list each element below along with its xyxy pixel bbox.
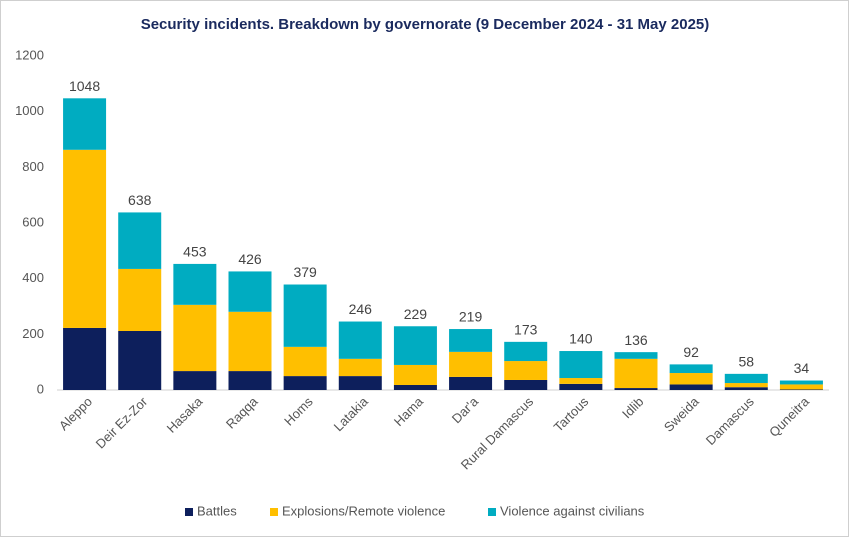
chart-title: Security incidents. Breakdown by governo… [141,16,710,33]
y-tick-label: 600 [22,214,44,229]
legend-label: Battles [197,503,237,518]
bar-segment [338,376,382,390]
bar-segment [63,149,107,328]
legend-swatch [270,508,278,516]
bar-segment [614,388,658,390]
y-tick-label: 0 [37,381,44,396]
bar-segment [724,387,768,390]
bar-segment [449,329,493,352]
y-tick-label: 1200 [15,47,44,62]
legend-swatch [488,508,496,516]
bar-segment [173,263,217,305]
total-label: 140 [569,331,593,347]
bar-segment [614,358,658,389]
bar-segment [779,384,823,390]
bar-segment [559,351,603,379]
bar-segment [338,358,382,377]
bar-segment [504,379,548,390]
legend-swatch [185,508,193,516]
total-label: 58 [738,354,754,370]
bar-segment [173,371,217,390]
bar-segment [173,304,217,372]
bar-segment [724,383,768,388]
total-label: 1048 [69,78,100,94]
total-label: 246 [349,301,373,317]
y-tick-label: 400 [22,270,44,285]
total-label: 426 [238,251,262,267]
bar-segment [449,351,493,377]
total-label: 229 [404,306,428,322]
bar-segment [283,376,327,390]
total-label: 34 [794,360,810,376]
bar-segment [393,384,437,390]
bar-segment [283,284,327,347]
bar-segment [118,330,162,390]
bar-segment [393,326,437,365]
bar-segment [724,373,768,384]
total-label: 136 [624,332,648,348]
bar-segment [614,352,658,359]
total-label: 173 [514,322,538,338]
bar-segment [283,346,327,377]
total-label: 379 [293,264,317,280]
bar-segment [228,371,272,390]
bar-segment [228,311,272,372]
bar-segment [779,380,823,385]
bar-segment [669,364,713,374]
bar-segment [669,373,713,385]
bar-segment [338,321,382,359]
bar-segment [228,271,272,312]
y-tick-label: 1000 [15,103,44,118]
bar-segment [118,212,162,269]
y-tick-label: 800 [22,159,44,174]
bar-segment [63,98,107,150]
legend-label: Explosions/Remote violence [282,503,445,518]
bar-segment [559,383,603,390]
bar-segment [449,376,493,390]
bar-segment [559,378,603,384]
bar-segment [669,384,713,390]
bar-segment [118,268,162,331]
bar-segment [504,361,548,380]
total-label: 92 [683,344,699,360]
total-label: 453 [183,244,207,260]
bar-segment [504,341,548,362]
total-label: 638 [128,192,152,208]
bar-segment [63,327,107,390]
total-label: 219 [459,309,483,325]
legend-label: Violence against civilians [500,503,645,518]
bar-segment [393,364,437,385]
y-tick-label: 200 [22,326,44,341]
bar-segment [779,389,823,390]
